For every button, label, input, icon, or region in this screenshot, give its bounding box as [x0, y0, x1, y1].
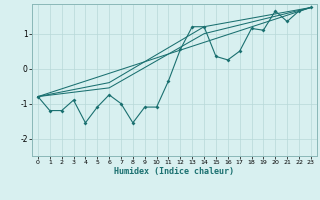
X-axis label: Humidex (Indice chaleur): Humidex (Indice chaleur) [115, 167, 234, 176]
